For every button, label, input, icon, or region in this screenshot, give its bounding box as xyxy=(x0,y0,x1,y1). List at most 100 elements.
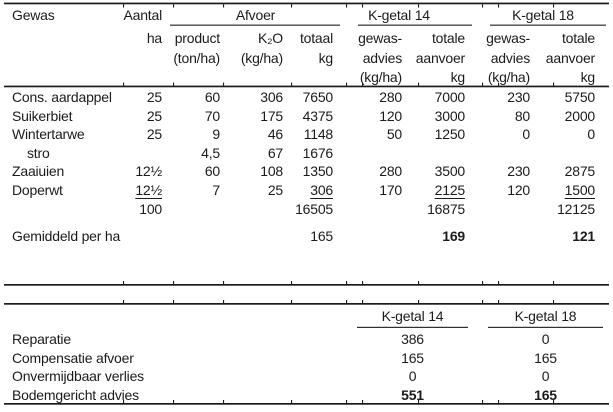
col-header-kgetal18: K-getal 18 xyxy=(514,308,577,324)
empty-cell xyxy=(162,227,220,246)
empty-cell xyxy=(283,68,333,87)
col-header-product-unit: (ton/ha) xyxy=(173,50,220,66)
advice-label: Onvermijdbaar verlies xyxy=(12,368,144,385)
aanvoer18-cell: 2875 xyxy=(564,163,596,180)
kgetal14-cell: 551 xyxy=(401,386,424,403)
empty-cell xyxy=(220,68,283,87)
col-header-gewas: Gewas xyxy=(12,7,55,23)
crop-row-wintertarwe: Wintertarwe 25 9 46 1148 50 1250 0 0 xyxy=(5,125,608,144)
gewas-cell: Wintertarwe xyxy=(12,126,85,143)
col-header-gewasadvies-18: gewas- xyxy=(486,30,530,46)
advice-label: Reparatie xyxy=(12,331,71,347)
gewas-cell: Zaaiuien xyxy=(12,163,65,180)
totaal-cell: 306 xyxy=(310,182,333,198)
aanvoer18-cell: 0 xyxy=(587,126,595,143)
average-totaal-cell: 165 xyxy=(310,228,333,244)
col-header-advies-unit-18: (kg/ha) xyxy=(487,69,530,85)
aanvoer18-cell: 1500 xyxy=(564,182,596,198)
kgetal18-cell: 0 xyxy=(541,368,550,385)
gewas-cell: Doperwt xyxy=(12,182,63,198)
gewas-cell: Cons. aardappel xyxy=(12,89,112,105)
empty-cell xyxy=(5,200,123,219)
empty-cell xyxy=(5,29,123,48)
advice-label: Compensatie afvoer xyxy=(12,349,134,366)
advies18-cell: 230 xyxy=(507,89,530,105)
advice-row-compensatie-afvoer: Compensatie afvoer 165 165 xyxy=(5,349,608,368)
col-header-k2o-unit: (kg/ha) xyxy=(240,50,283,66)
col-header-aanvoer-unit-18: kg xyxy=(580,69,596,85)
empty-cell xyxy=(465,200,530,219)
crop-row-suikerbiet: Suikerbiet 25 70 175 4375 120 3000 80 20… xyxy=(5,107,608,126)
totaal-cell: 1350 xyxy=(302,163,334,180)
col-header-product: product xyxy=(174,30,220,46)
kgetal18-cell: 165 xyxy=(534,349,557,366)
aanvoer14-cell: 3000 xyxy=(434,107,466,124)
totaal-cell: 1148 xyxy=(303,126,334,143)
kgetal14-cell: 165 xyxy=(401,349,424,366)
totals-row: 100 16505 16875 12125 xyxy=(5,200,608,219)
k2o-cell: 108 xyxy=(260,163,283,180)
advies18-cell: 80 xyxy=(514,107,530,124)
kgetal18-cell: 165 xyxy=(534,386,557,403)
empty-cell xyxy=(123,227,162,246)
advice-row-bodemgericht-advies: Bodemgericht advies 551 165 xyxy=(5,386,608,405)
aanvoer18-total-cell: 12125 xyxy=(557,200,595,217)
col-header-totale-18: totale xyxy=(561,30,595,46)
aanvoer18-cell: 2000 xyxy=(564,107,596,124)
col-header-ha: ha xyxy=(146,30,162,46)
empty-cell xyxy=(5,68,123,87)
col-header-k2o: K₂O xyxy=(257,30,283,46)
aanvoer14-cell: 3500 xyxy=(434,163,466,180)
aantal-cell xyxy=(123,144,162,163)
kgetal14-cell: 386 xyxy=(401,331,424,347)
product-cell: 7 xyxy=(212,182,220,198)
aanvoer14-cell: 1250 xyxy=(434,126,466,143)
col-group-kgetal18: K-getal 18 xyxy=(512,7,574,23)
col-header-aanvoer-14: aanvoer xyxy=(415,50,465,66)
table1-header-row-1: Gewas Aantal Afvoer K-getal 14 K-getal 1… xyxy=(5,6,608,25)
col-header-advies-unit-14: (kg/ha) xyxy=(359,69,402,85)
col-header-totaal-unit: kg xyxy=(318,50,334,66)
table1-header-row-4: (kg/ha) kg (kg/ha) kg xyxy=(5,68,608,87)
aantal-cell: 25 xyxy=(146,107,162,124)
table1-header-row-2: ha product K₂O totaal gewas- totale gewa… xyxy=(5,29,608,48)
kgetal18-cell: 0 xyxy=(541,331,550,347)
empty-cell xyxy=(123,49,162,68)
table1-header-row-3: (ton/ha) (kg/ha) kg advies aanvoer advie… xyxy=(5,49,608,68)
aanvoer18-cell xyxy=(530,144,595,163)
product-cell: 4,5 xyxy=(201,144,220,161)
kgetal14-cell: 0 xyxy=(408,368,417,385)
product-cell: 9 xyxy=(212,126,220,143)
totaal-total-cell: 16505 xyxy=(295,200,333,217)
advies18-cell: 0 xyxy=(522,126,530,143)
aanvoer14-cell xyxy=(402,144,465,163)
advies14-cell xyxy=(333,144,402,163)
col-header-aantal: Aantal xyxy=(123,7,163,23)
table2-header-row: K-getal 14 K-getal 18 xyxy=(5,307,608,326)
totaal-cell: 1676 xyxy=(302,144,334,161)
empty-cell xyxy=(5,307,357,326)
advies18-cell xyxy=(465,144,530,163)
aanvoer14-cell: 7000 xyxy=(434,89,466,105)
col-header-advies-14: advies xyxy=(362,50,402,66)
advies14-cell: 120 xyxy=(379,107,402,124)
advies14-cell: 280 xyxy=(379,89,402,105)
empty-cell xyxy=(333,227,402,246)
advies18-cell: 120 xyxy=(507,182,530,198)
empty-cell xyxy=(220,200,283,219)
gewas-cell: stro xyxy=(27,144,50,161)
crop-row-stro: stro 4,5 67 1676 xyxy=(5,144,608,163)
k2o-cell: 25 xyxy=(267,182,283,198)
empty-cell xyxy=(220,227,283,246)
empty-cell xyxy=(5,49,123,68)
average-aanvoer18-cell: 121 xyxy=(572,228,595,244)
advice-row-onvermijdbaar-verlies: Onvermijdbaar verlies 0 0 xyxy=(5,367,608,386)
aanvoer18-cell: 5750 xyxy=(564,89,596,105)
aantal-cell: 25 xyxy=(146,126,162,143)
col-group-afvoer: Afvoer xyxy=(235,7,276,23)
aanvoer14-total-cell: 16875 xyxy=(427,200,465,217)
aantal-cell: 12½ xyxy=(135,182,162,198)
empty-cell xyxy=(162,68,220,87)
k2o-cell: 46 xyxy=(267,126,283,143)
